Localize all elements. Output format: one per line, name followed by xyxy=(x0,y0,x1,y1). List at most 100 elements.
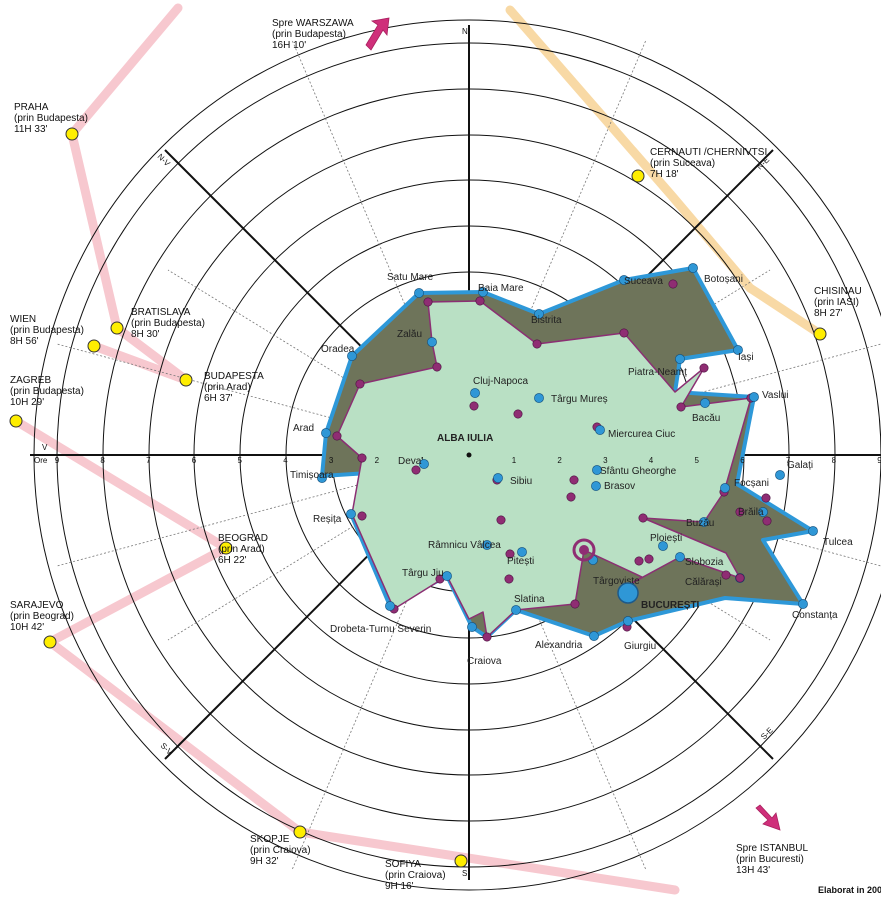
city-label: Miercurea Ciuc xyxy=(608,429,675,440)
city-label: Reșița xyxy=(313,514,342,525)
city-sibiu: Sibiu xyxy=(492,473,532,487)
city-label: Cluj-Napoca xyxy=(473,376,528,387)
city-marker-blue xyxy=(617,582,639,604)
destination-label-line: 9H 16' xyxy=(385,881,414,892)
city-marker-blue xyxy=(427,337,437,347)
city-piatra-neamț: Piatra-Neamț xyxy=(619,328,687,378)
city-marker-purple xyxy=(569,475,579,485)
destination-marker xyxy=(454,854,468,868)
destination-warszawa: Spre WARSZAWA(prin Budapesta)16H 10' xyxy=(272,17,390,51)
city-suceava: Suceava xyxy=(619,275,678,289)
destination-label-line: 10H 29' xyxy=(10,397,44,408)
scale-tick-right: 8 xyxy=(832,456,837,465)
scale-tick-right: 2 xyxy=(557,456,562,465)
city-marker-blue xyxy=(321,428,331,438)
city-tulcea: Tulcea xyxy=(762,516,853,548)
destination-label-line: BRATISLAVA xyxy=(131,307,191,318)
center-dot xyxy=(466,452,472,458)
city-marker-blue xyxy=(517,547,527,557)
city-craiova: Craiova xyxy=(467,622,502,667)
scale-tick-right: 4 xyxy=(649,456,654,465)
destination-label-line: 16H 10' xyxy=(272,40,306,51)
city-label: Baia Mare xyxy=(478,283,524,294)
city-label: Pitești xyxy=(507,556,534,567)
city-marker-blue xyxy=(595,425,605,435)
scale-label: Ore xyxy=(34,456,48,465)
city-markers: Satu Mare Baia Mare Bistrita Suceava Botoșan… xyxy=(290,263,853,667)
destination-label-line: (prin Bucuresti) xyxy=(736,854,804,865)
city-label: Slatina xyxy=(514,594,545,605)
city-label: Buzău xyxy=(686,518,714,529)
city-marker-blue xyxy=(511,605,521,615)
city-zalău: Zalău xyxy=(397,329,442,372)
scale-tick-left: 6 xyxy=(192,456,197,465)
city-marker-blue xyxy=(623,616,633,626)
city-marker-purple xyxy=(699,363,709,373)
city-marker-purple xyxy=(505,549,515,559)
destination-marker xyxy=(43,635,57,649)
city-marker-blue xyxy=(385,601,395,611)
destination-chisinau: CHISINAU(prin IASI)8H 27' xyxy=(813,286,862,341)
direction-arrow-icon xyxy=(365,17,390,51)
city-marker-purple xyxy=(762,516,772,526)
city-label: Târgoviște xyxy=(593,576,640,587)
city-marker-blue xyxy=(592,465,602,475)
destination-label-line: BUDAPESTA xyxy=(204,371,264,382)
city-label: Râmnicu Vâlcea xyxy=(428,540,501,551)
scale-tick-right: 5 xyxy=(695,456,700,465)
scale-tick-right: 1 xyxy=(512,456,517,465)
compass-s: S xyxy=(462,869,467,878)
city-drobeta-turnu-severin: Drobeta-Turnu Severin xyxy=(330,601,431,635)
city-reșița: Reșița xyxy=(313,509,367,525)
city-slatina: Slatina xyxy=(504,574,545,615)
city-label: Bistrita xyxy=(531,315,562,326)
city-label: Brăila xyxy=(738,507,764,518)
city-râmnicu-vâlcea: Râmnicu Vâlcea xyxy=(428,515,506,551)
route-praha-warszawa xyxy=(67,3,191,385)
destination-label-line: PRAHA xyxy=(14,102,49,113)
city-marker-purple xyxy=(357,511,367,521)
city-constanța: Constanța xyxy=(735,573,838,621)
city-galați: Galați xyxy=(761,460,813,503)
destination-marker xyxy=(813,327,827,341)
destination-label-line: SARAJEVO xyxy=(10,600,64,611)
scale-tick-left: 5 xyxy=(238,456,243,465)
city-marker-blue xyxy=(749,392,759,402)
city-marker-purple xyxy=(423,297,433,307)
city-baia-mare: Baia Mare xyxy=(475,283,524,306)
city-label: Drobeta-Turnu Severin xyxy=(330,624,431,635)
destination-label-line: 9H 32' xyxy=(250,856,279,867)
city-marker-blue xyxy=(658,541,668,551)
city-bacău: Bacău xyxy=(676,398,720,424)
destination-label-line: 8H 30' xyxy=(131,329,160,340)
city-marker-purple xyxy=(496,515,506,525)
city-satu-mare: Satu Mare xyxy=(387,272,434,307)
destination-label-line: BEOGRAD xyxy=(218,533,268,544)
city-label: Ploiești xyxy=(650,533,682,544)
city-marker-purple xyxy=(638,513,648,523)
city-label: Brasov xyxy=(604,481,635,492)
city-slobozia: Slobozia xyxy=(644,552,724,568)
route-cernauti-chisinau xyxy=(505,5,825,339)
scale-tick-right: 7 xyxy=(786,456,791,465)
city-label: Alexandria xyxy=(535,640,583,651)
destination-marker xyxy=(179,373,193,387)
city-marker-blue xyxy=(688,263,698,273)
city-marker-purple-core xyxy=(579,545,589,555)
city-marker-blue xyxy=(414,288,424,298)
destination-label-line: (prin Arad) xyxy=(218,544,265,555)
destination-sofiya: SOFIYA(prin Craiova)9H 16' xyxy=(385,854,468,892)
destination-label-line: (prin Budapesta) xyxy=(272,29,346,40)
scale-tick-left: 8 xyxy=(100,456,105,465)
city-marker-purple xyxy=(634,556,644,566)
city-marker-blue xyxy=(733,345,743,355)
destination-bratislava: BRATISLAVA(prin Budapesta)8H 30' xyxy=(110,307,205,340)
city-label: Constanța xyxy=(792,610,838,621)
city-marker-purple xyxy=(570,599,580,609)
destination-label-line: 6H 37' xyxy=(204,393,233,404)
destination-marker xyxy=(293,825,307,839)
city-marker-blue xyxy=(346,509,356,519)
city-pitești: Pitești xyxy=(505,547,534,567)
destination-wien: WIEN(prin Budapesta)8H 56' xyxy=(10,314,101,353)
